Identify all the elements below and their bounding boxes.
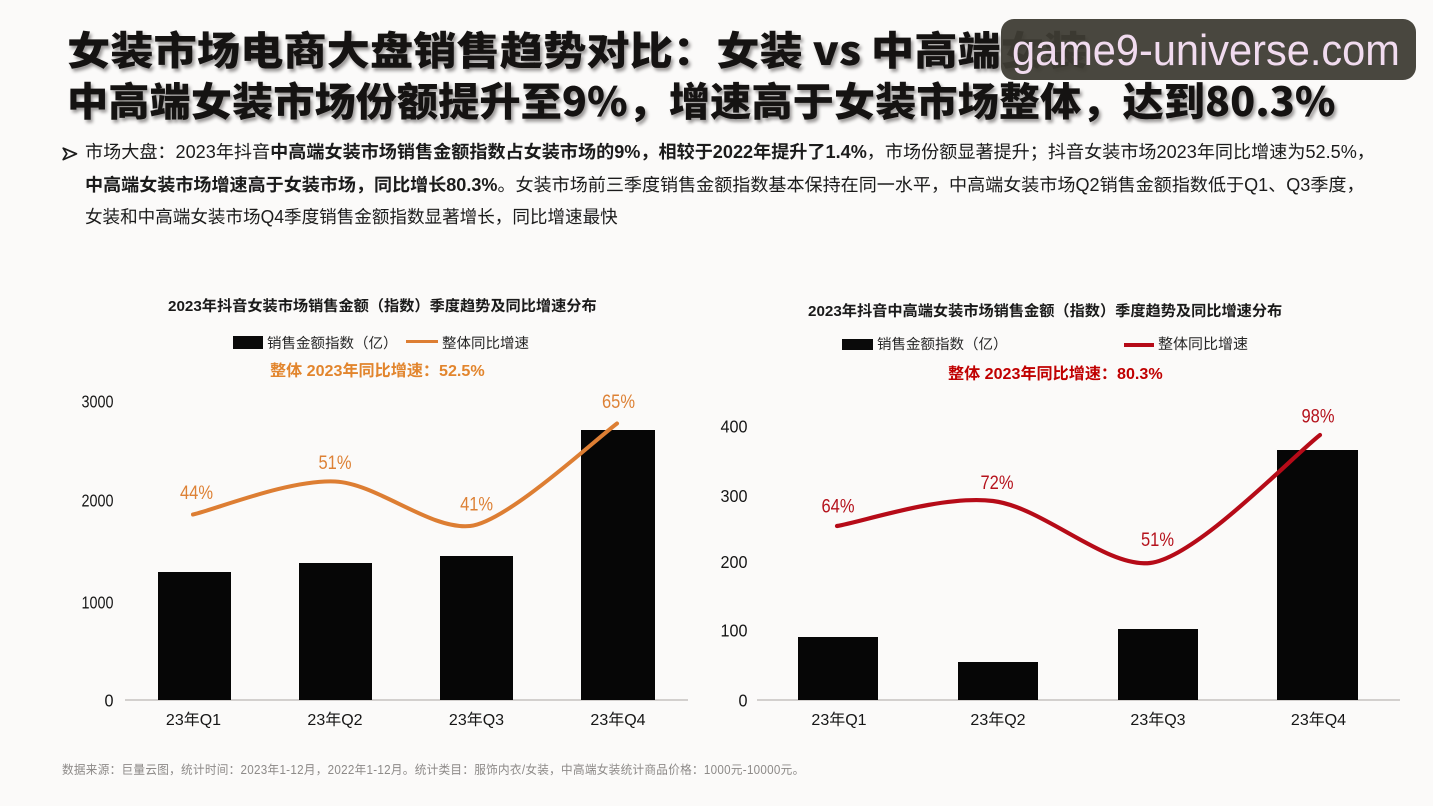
svg-text:64%: 64% <box>822 496 855 518</box>
svg-text:51%: 51% <box>319 452 352 474</box>
svg-text:0: 0 <box>105 691 114 711</box>
svg-text:23年Q2: 23年Q2 <box>970 711 1025 729</box>
svg-text:400: 400 <box>721 417 748 437</box>
svg-text:23年Q2: 23年Q2 <box>307 711 362 729</box>
svg-text:44%: 44% <box>180 482 213 504</box>
svg-text:1000: 1000 <box>82 593 114 613</box>
svg-text:65%: 65% <box>602 391 635 413</box>
svg-text:98%: 98% <box>1302 406 1335 428</box>
svg-text:23年Q3: 23年Q3 <box>1130 711 1185 729</box>
svg-text:300: 300 <box>721 486 748 506</box>
svg-text:23年Q4: 23年Q4 <box>590 711 645 729</box>
svg-text:100: 100 <box>721 621 748 641</box>
svg-text:0: 0 <box>739 691 748 711</box>
svg-text:200: 200 <box>721 552 748 572</box>
svg-text:23年Q1: 23年Q1 <box>811 711 866 729</box>
svg-text:41%: 41% <box>460 494 493 516</box>
svg-text:3000: 3000 <box>82 392 114 412</box>
svg-text:23年Q1: 23年Q1 <box>166 711 221 729</box>
svg-text:23年Q4: 23年Q4 <box>1291 711 1346 729</box>
svg-text:51%: 51% <box>1141 529 1174 551</box>
svg-text:23年Q3: 23年Q3 <box>449 711 504 729</box>
svg-text:72%: 72% <box>981 472 1014 494</box>
svg-text:2000: 2000 <box>82 491 114 511</box>
